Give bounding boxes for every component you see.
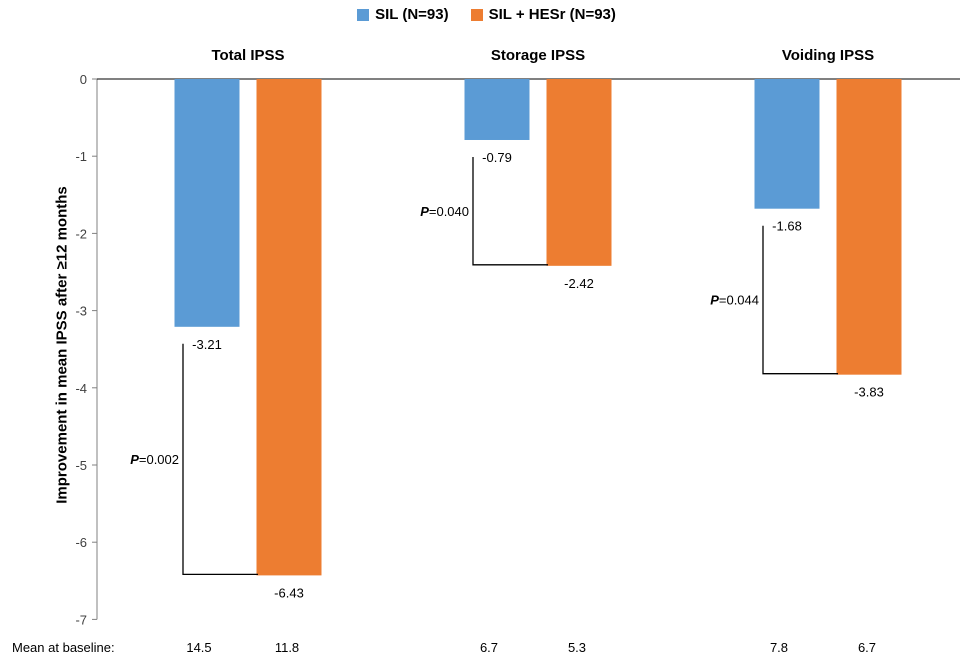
baseline-value: 5.3: [568, 640, 586, 655]
category-title-storage-ipss: Storage IPSS: [491, 47, 585, 64]
data-label: -1.68: [772, 219, 802, 234]
legend-item-sil: SIL (N=93): [357, 6, 449, 23]
baseline-value: 14.5: [186, 640, 211, 655]
category-title-voiding-ipss: Voiding IPSS: [782, 47, 874, 64]
legend-swatch-sil: [357, 8, 370, 21]
bar-storage-ipss-series-1: [464, 79, 530, 140]
legend-label-sil-hesr: SIL + HESr (N=93): [488, 6, 616, 23]
y-tick-label: -4: [75, 381, 87, 396]
baseline-value: 6.7: [858, 640, 876, 655]
data-label: -3.21: [192, 337, 222, 352]
data-label: -6.43: [274, 585, 304, 600]
bar-total-ipss-series-1: [174, 79, 240, 327]
bar-voiding-ipss-series-2: [836, 79, 902, 375]
significance-bracket: [472, 156, 548, 266]
p-value-label: P=0.040: [420, 204, 469, 219]
significance-bracket: [762, 225, 838, 375]
legend-swatch-sil-hesr: [470, 8, 483, 21]
legend: SIL (N=93) SIL + HESr (N=93): [0, 6, 973, 23]
baseline-value: 6.7: [480, 640, 498, 655]
data-label: -2.42: [564, 276, 594, 291]
y-tick-label: -1: [75, 149, 87, 164]
data-label: -3.83: [854, 385, 884, 400]
legend-item-sil-hesr: SIL + HESr (N=93): [470, 6, 616, 23]
bar-voiding-ipss-series-1: [754, 79, 820, 209]
y-tick-label: 0: [80, 72, 87, 87]
y-tick-label: -2: [75, 226, 87, 241]
p-value-label: P=0.044: [710, 293, 759, 308]
data-label: -0.79: [482, 150, 512, 165]
y-tick-label: -3: [75, 304, 87, 319]
baseline-value: 11.8: [275, 640, 299, 655]
y-tick-label: -7: [75, 612, 87, 627]
baseline-value: 7.8: [770, 640, 788, 655]
p-value-label: P=0.002: [130, 452, 179, 467]
y-tick-label: -6: [75, 535, 87, 550]
bar-storage-ipss-series-2: [546, 79, 612, 266]
baseline-row-label: Mean at baseline:: [12, 640, 115, 655]
category-title-total-ipss: Total IPSS: [211, 47, 284, 64]
legend-label-sil: SIL (N=93): [375, 6, 449, 23]
bar-total-ipss-series-2: [256, 79, 322, 576]
y-tick-label: -5: [75, 458, 87, 473]
significance-bracket: [182, 343, 258, 576]
